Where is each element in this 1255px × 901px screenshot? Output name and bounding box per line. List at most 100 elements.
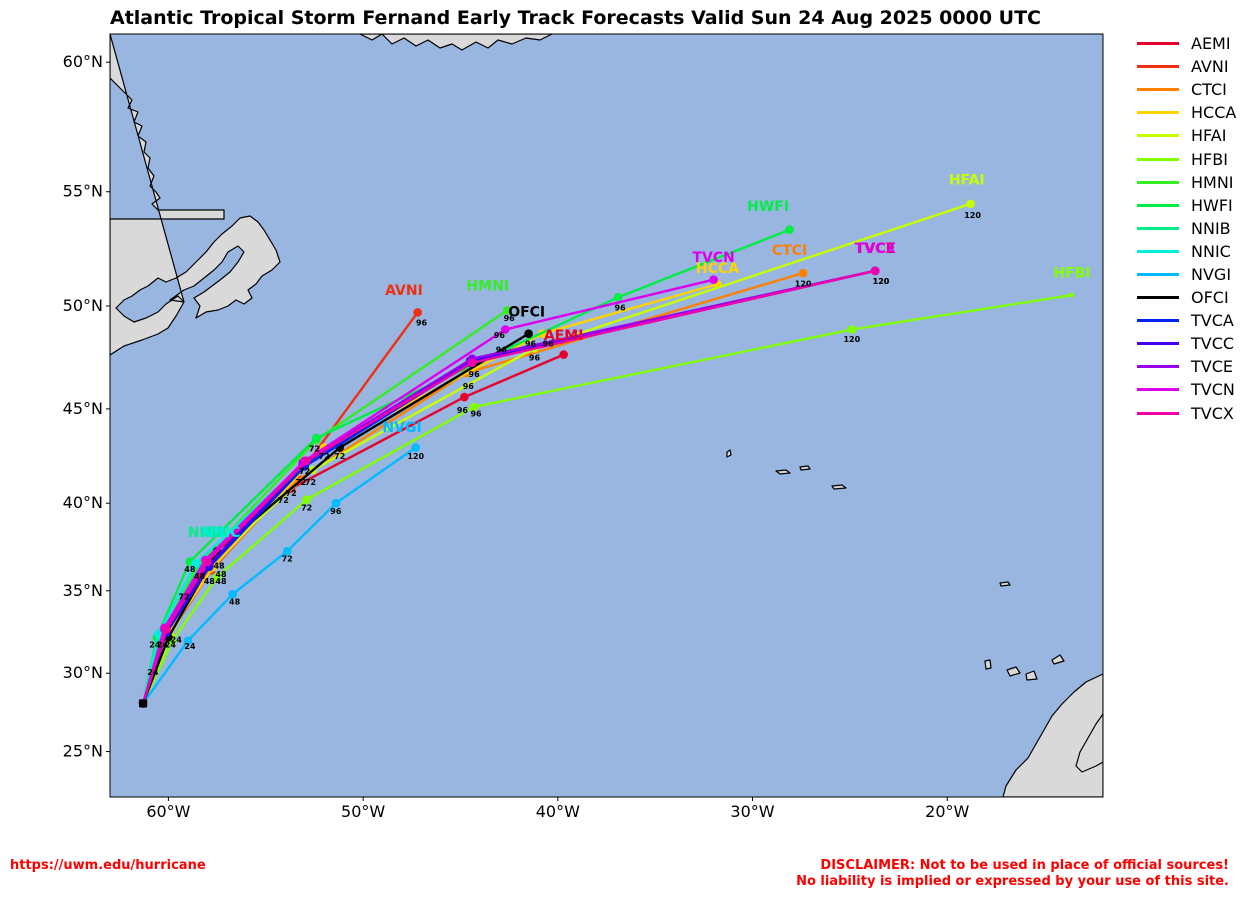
- forecast-hour-label: 24: [184, 642, 196, 651]
- forecast-hour-label: 120: [407, 452, 424, 461]
- forecast-hour-label: 48: [204, 577, 216, 586]
- legend-swatch: [1137, 157, 1179, 161]
- forecast-hour-label: 48: [215, 577, 227, 586]
- forecast-hour-label: 120: [843, 335, 860, 344]
- track-point-tvcn: [709, 275, 718, 285]
- track-label-hcca: HCCA: [696, 261, 739, 277]
- latitude-tick-labels: 60°N 55°N 50°N 45°N 40°N 35°N 30°N 25°N: [63, 52, 110, 761]
- forecast-hour-label: 96: [529, 354, 541, 363]
- forecast-hour-label: 48: [229, 597, 241, 606]
- legend-label: TVCX: [1191, 403, 1234, 423]
- forecast-hour-label: 24: [171, 635, 183, 644]
- track-point-hwfi: [312, 433, 321, 443]
- greenland-tip: [359, 34, 553, 51]
- track-label-aemi: AEMI: [544, 328, 584, 344]
- azores-island-3: [831, 484, 847, 490]
- legend-swatch: [1137, 342, 1179, 346]
- forecast-hour-label: 72: [301, 503, 312, 512]
- track-label-tvce: TVCE: [855, 241, 895, 257]
- legend-item-nnib: NNIB: [1137, 217, 1236, 240]
- canary-island-1: [1006, 666, 1021, 677]
- track-label-hfai: HFAI: [949, 172, 985, 188]
- track-tvcn: [141, 278, 714, 704]
- legend-item-ctci: CTCI: [1137, 78, 1236, 101]
- land-masses: [110, 34, 1103, 797]
- track-nvgi: [142, 446, 417, 705]
- legend-swatch: [1137, 42, 1179, 46]
- forecast-hour-label: 72: [282, 555, 293, 564]
- track-point-aemi: [559, 350, 568, 359]
- track-tvcx: [141, 269, 876, 704]
- legend-label: AVNI: [1191, 57, 1229, 77]
- forecast-hour-label: 96: [504, 314, 516, 323]
- legend-swatch: [1137, 411, 1179, 415]
- forecast-hour-label: 96: [543, 339, 555, 348]
- legend-item-hmni: HMNI: [1137, 171, 1236, 194]
- legend-label: HFAI: [1191, 126, 1227, 146]
- forecast-hour-label: 96: [457, 406, 469, 415]
- track-point-nvgi: [282, 546, 292, 556]
- forecast-hour-label: 120: [873, 277, 890, 286]
- forecast-hour-label: 96: [463, 382, 475, 391]
- forecast-hour-label: 24: [157, 640, 169, 649]
- ocean-background: [110, 34, 1103, 797]
- legend-swatch: [1137, 272, 1179, 276]
- legend-swatch: [1137, 365, 1179, 369]
- forecast-hour-label: 96: [470, 410, 482, 419]
- legend-item-hwfi: HWFI: [1137, 194, 1236, 217]
- forecast-hour-label: 72: [299, 467, 310, 476]
- track-point-hwfi: [613, 293, 623, 302]
- track-point-hfbi: [212, 572, 222, 582]
- lon-tick-label: 60°W: [146, 802, 190, 821]
- forecast-hour-label: 72: [295, 478, 306, 487]
- footer-url-link[interactable]: https://uwm.edu/hurricane: [10, 858, 206, 873]
- forecast-hour-label: 48: [215, 570, 227, 579]
- lat-tick-label: 35°N: [63, 581, 103, 600]
- legend-label: TVCE: [1191, 357, 1233, 377]
- track-point-nvgi: [331, 498, 341, 508]
- legend-label: HMNI: [1191, 172, 1234, 192]
- legend-label: TVCA: [1191, 311, 1234, 331]
- forecast-hour-label: 72: [286, 489, 297, 498]
- disclaimer-line-1: DISCLAIMER: Not to be used in place of o…: [820, 858, 1229, 873]
- coast-line-inner: [1075, 713, 1103, 773]
- track-label-ofci: OFCI: [508, 305, 545, 321]
- canary-island-2: [1025, 670, 1038, 681]
- disclaimer: DISCLAIMER: Not to be used in place of o…: [796, 858, 1229, 890]
- track-point-tvcx: [467, 358, 477, 368]
- track-point-hfbi: [847, 325, 857, 334]
- forecast-hour-label: 72: [309, 444, 320, 453]
- legend-label: AEMI: [1191, 34, 1231, 54]
- legend-item-tvcc: TVCC: [1137, 332, 1236, 355]
- legend-item-hfbi: HFBI: [1137, 147, 1236, 170]
- legend-label: NNIC: [1191, 241, 1231, 261]
- track-label-nvgi: NVGI: [382, 420, 421, 436]
- lat-tick-label: 45°N: [63, 399, 103, 418]
- legend-label: TVCN: [1191, 380, 1235, 400]
- track-label-hmni: HMNI: [466, 279, 509, 295]
- forecast-hour-label: 24: [149, 640, 161, 649]
- legend-label: TVCC: [1191, 334, 1235, 354]
- forecast-hour-label: 96: [416, 318, 428, 327]
- track-label-tvcn: TVCN: [692, 250, 734, 266]
- legend-label: OFCI: [1191, 288, 1229, 308]
- track-nnic: [141, 463, 304, 704]
- azores-island-1: [775, 469, 791, 475]
- lat-tick-label: 30°N: [63, 663, 103, 682]
- forecast-hour-label: 96: [615, 303, 627, 312]
- legend-label: HFBI: [1191, 149, 1228, 169]
- track-point-tvcx: [302, 456, 311, 466]
- forecast-hour-label: 72: [334, 452, 345, 461]
- longitude-tick-labels: 60°W 50°W 40°W 30°W 20°W: [146, 797, 970, 821]
- track-point-hwfi: [785, 225, 794, 235]
- track-point-nvgi: [183, 636, 193, 646]
- legend-item-ofci: OFCI: [1137, 286, 1236, 309]
- track-point-tvcx: [203, 557, 212, 566]
- track-point-hfbi: [302, 495, 311, 504]
- legend-swatch: [1137, 134, 1179, 138]
- track-point-avni: [413, 308, 422, 317]
- track-point-tvcx: [162, 624, 171, 634]
